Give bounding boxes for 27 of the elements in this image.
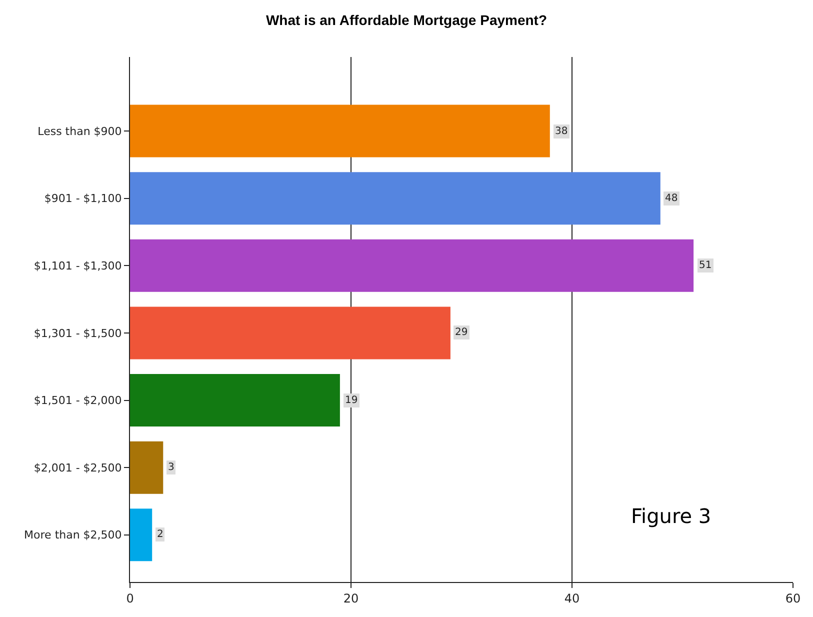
y-tick-label: $1,301 - $1,500 [34,326,122,340]
bar [130,306,450,360]
bar [130,172,660,225]
x-tick-label: 60 [785,591,801,606]
data-label: 29 [455,327,468,338]
y-tick-label: Less than $900 [38,124,122,138]
annotation: Figure 3 [631,504,712,528]
y-tick-label: $1,501 - $2,000 [34,394,122,408]
y-tick-label: More than $2,500 [24,528,122,542]
x-tick-label: 40 [564,591,580,606]
x-tick-label: 20 [343,591,359,606]
y-tick-label: $2,001 - $2,500 [34,461,122,474]
data-label: 48 [665,193,678,204]
bar [130,374,340,427]
chart-title: What is an Affordable Mortgage Payment? [266,12,548,28]
data-label: 51 [699,260,712,271]
bar [130,104,550,158]
data-label: 3 [168,462,174,473]
bar [130,239,694,292]
data-label: 38 [555,126,568,137]
y-tick-label: $1,101 - $1,300 [34,260,122,272]
x-tick-label: 0 [126,591,134,606]
data-label: 2 [157,529,164,540]
data-label: 19 [345,395,358,406]
bar [130,441,164,494]
y-tick-label: $901 - $1,100 [44,192,122,206]
bar [130,508,152,562]
